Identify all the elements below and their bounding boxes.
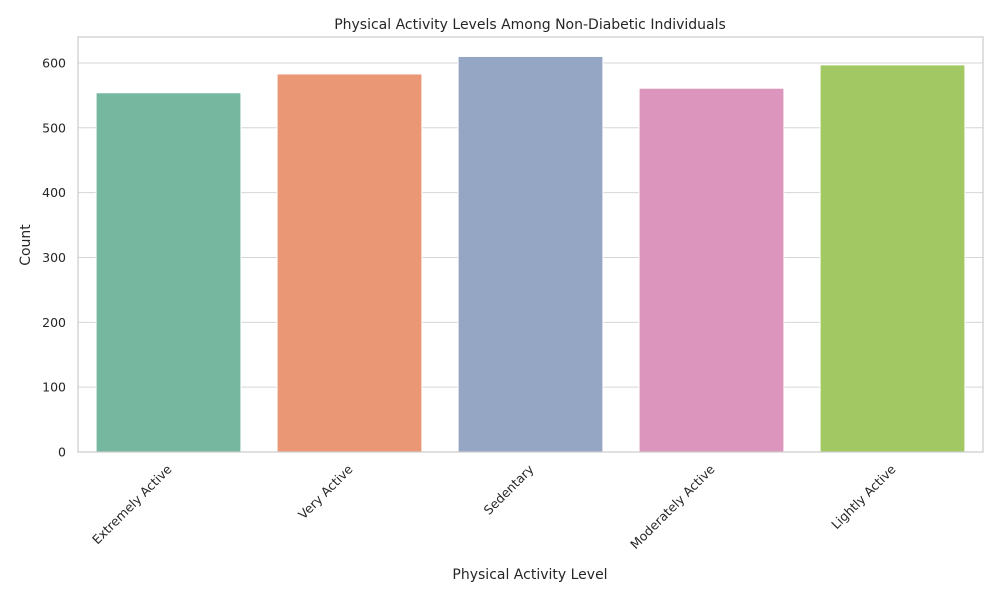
x-tick-label: Lightly Active [828,461,899,532]
plot-frame [77,36,984,453]
x-tick-label: Moderately Active [627,461,718,552]
y-axis-ticks: 0 100 200 300 400 500 600 [42,55,66,459]
x-tick-label: Extremely Active [89,461,175,547]
x-axis-label: Physical Activity Level [452,567,607,583]
x-axis-ticks: Extremely Active Very Active Sedentary Mode… [89,461,899,552]
bar-lightly-active [819,64,966,453]
bar-extremely-active [95,92,242,453]
bars [95,55,966,453]
chart-title: Physical Activity Levels Among Non-Diabe… [334,17,726,33]
x-tick-label: Very Active [295,461,356,522]
y-axis-label: Count [18,224,34,266]
bar-sedentary [457,55,604,453]
y-tick-label: 500 [42,120,66,135]
y-tick-label: 300 [42,250,66,265]
bar-moderately-active [638,87,785,453]
y-tick-label: 100 [42,380,66,395]
bar-very-active [276,73,423,453]
x-tick-label: Sedentary [481,461,537,517]
y-tick-label: 600 [42,55,66,70]
y-tick-label: 400 [42,185,66,200]
y-tick-label: 200 [42,315,66,330]
y-tick-label: 0 [58,445,66,460]
